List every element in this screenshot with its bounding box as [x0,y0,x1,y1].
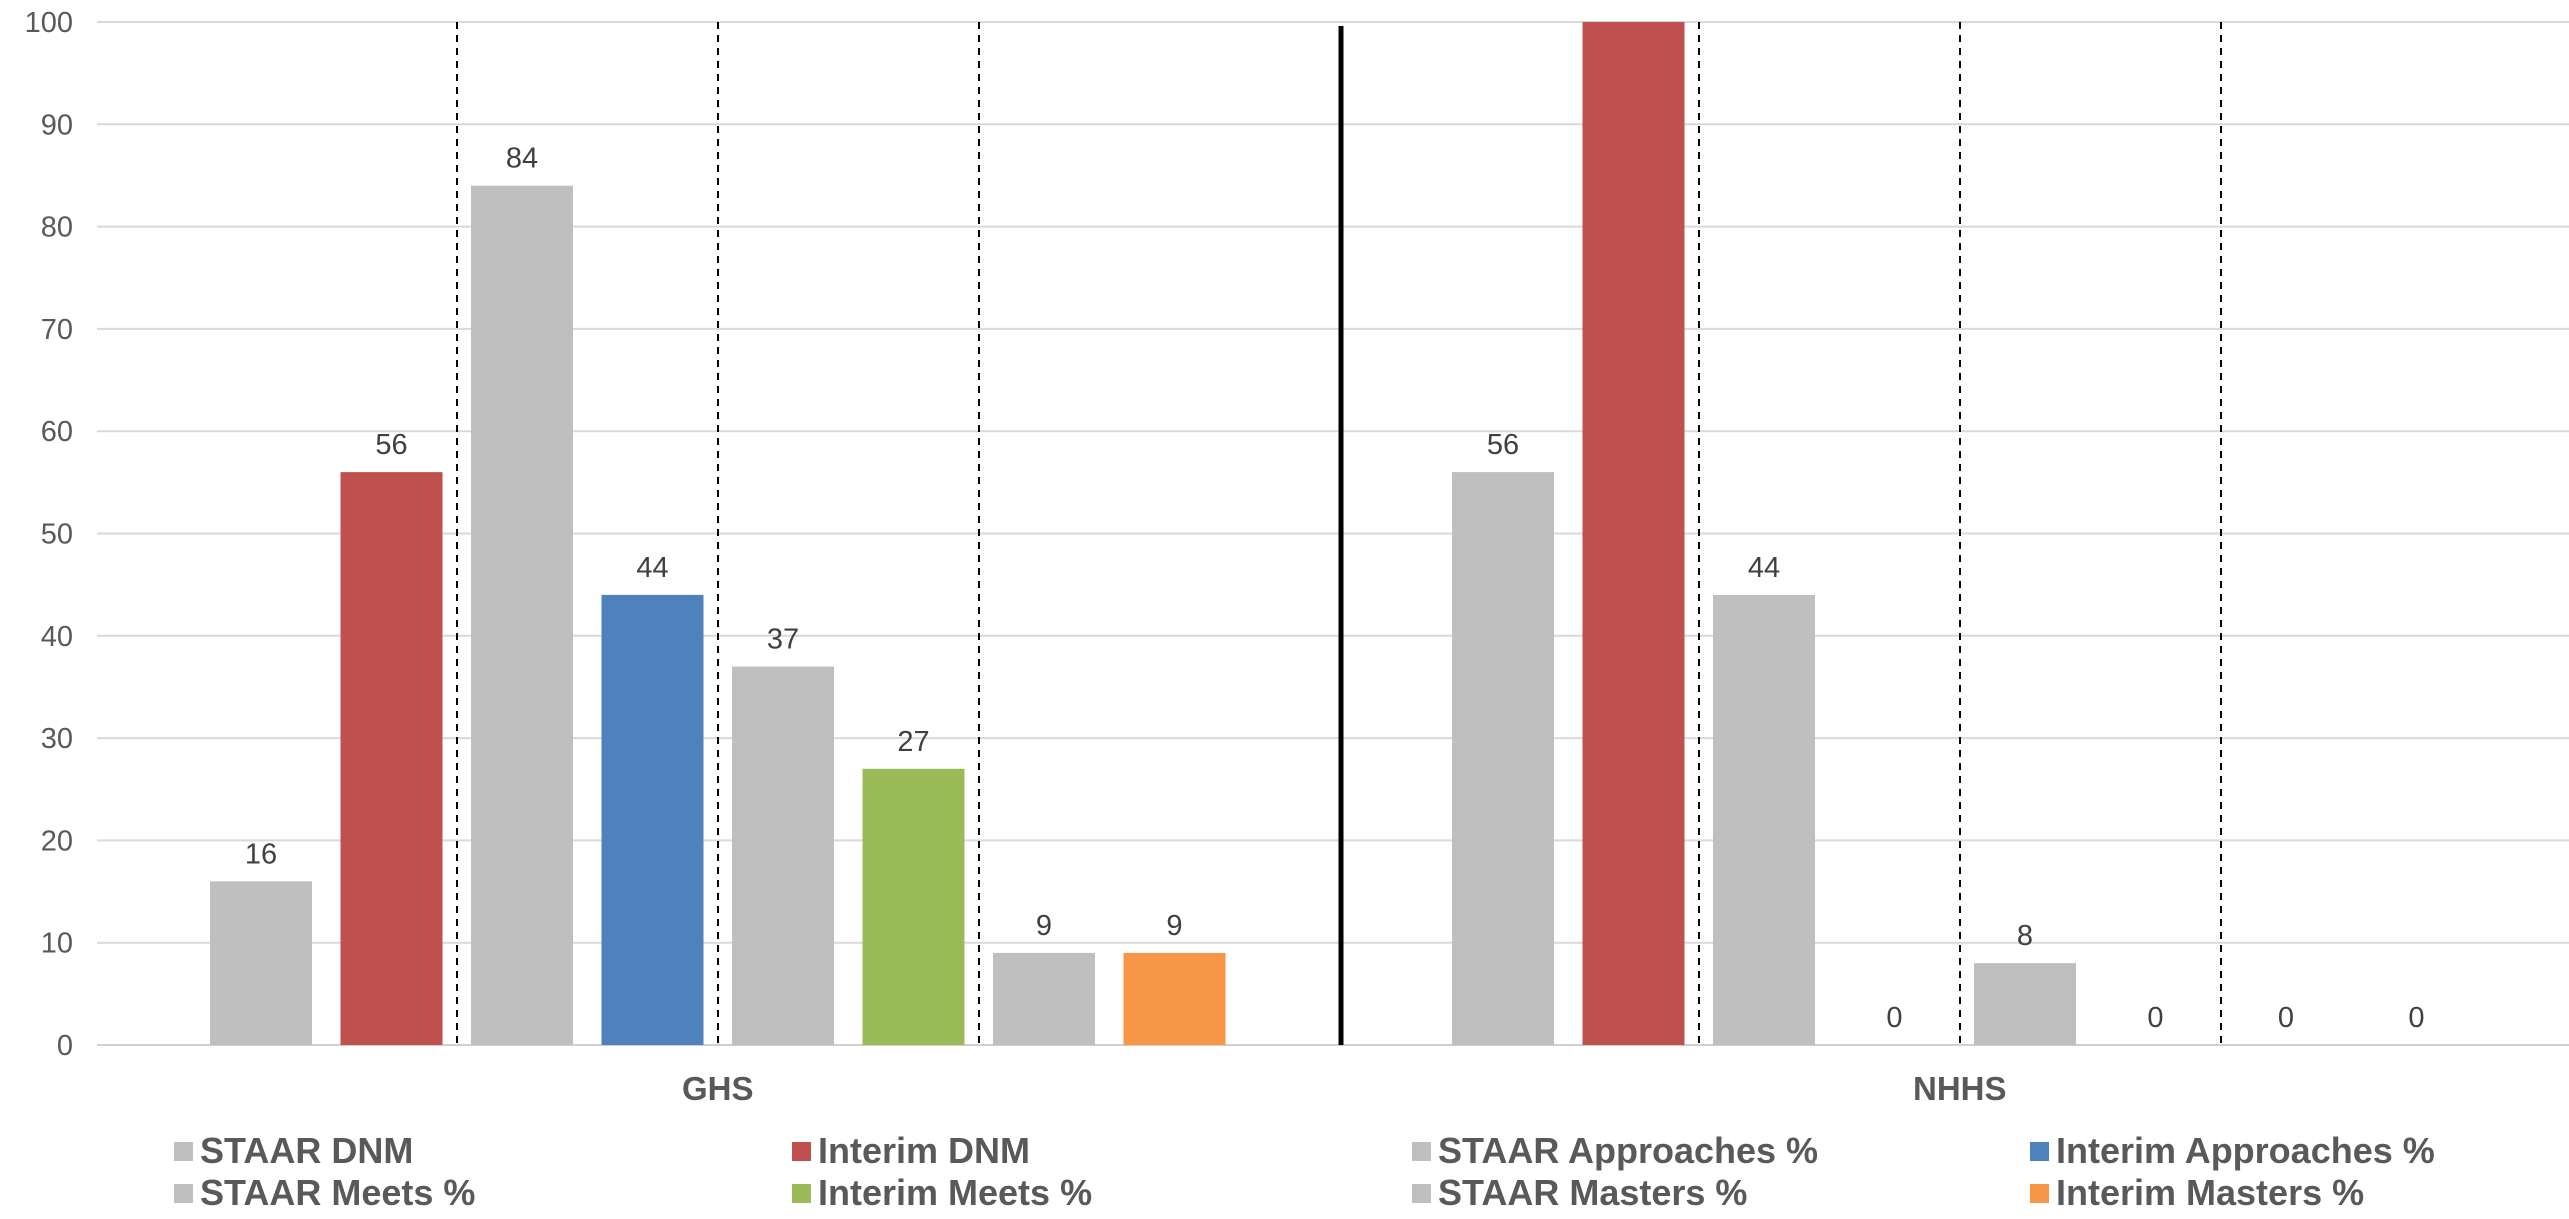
bar [1713,594,1815,1045]
data-label: 16 [245,838,277,870]
legend-swatch [2030,1141,2049,1161]
y-axis-ticks: 0 10 20 30 40 50 60 70 80 90 100 [25,7,73,1062]
legend-item: Interim Masters % [2030,1172,2364,1214]
data-label: 56 [1487,429,1519,461]
data-labels: 16 56 84 44 37 27 9 9 56 44 0 8 0 0 0 [245,143,2425,1034]
y-tick-label: 70 [41,314,73,346]
y-tick-label: 60 [41,416,73,448]
bars [210,22,2076,1045]
data-label: 44 [1748,552,1780,584]
bar [210,881,312,1045]
legend-item: STAAR Masters % [1412,1172,1747,1214]
y-tick-label: 30 [41,723,73,755]
legend-swatch [1412,1141,1431,1161]
legend-label: STAAR DNM [200,1130,414,1171]
data-label: 37 [767,623,799,655]
legend-item: STAAR Approaches % [1412,1130,1818,1172]
y-tick-label: 90 [41,109,73,141]
legend-item: Interim Approaches % [2030,1130,2435,1172]
bar [862,768,965,1045]
legend-label: Interim Masters % [2056,1172,2365,1213]
data-label: 0 [2278,1002,2294,1034]
group-separators [456,22,2222,1045]
category-labels: GHS NHHS [682,1070,2007,1107]
legend-swatch [1412,1183,1431,1203]
data-label: 44 [636,552,668,584]
bar [340,472,443,1045]
data-label: 56 [375,429,407,461]
legend-swatch [792,1141,811,1161]
data-label: 84 [506,143,538,175]
data-label: 0 [1886,1002,1902,1034]
data-label: 0 [2408,1002,2424,1034]
legend-item: STAAR Meets % [174,1172,475,1214]
y-tick-label: 100 [25,7,73,39]
category-label: NHHS [1913,1070,2007,1107]
bar [993,952,1095,1045]
legend-label: STAAR Meets % [200,1172,476,1213]
legend-swatch [792,1183,811,1203]
y-tick-label: 50 [41,519,73,551]
bar [1582,22,1685,1045]
bar [1452,472,1554,1045]
legend-item: Interim DNM [792,1130,1030,1172]
legend-label: Interim Approaches % [2056,1130,2435,1171]
data-label: 9 [1166,910,1182,942]
legend-label: Interim DNM [818,1130,1031,1171]
y-tick-label: 10 [41,928,73,960]
legend-label: STAAR Approaches % [1438,1130,1819,1171]
bar [601,594,704,1045]
data-label: 27 [897,726,929,758]
legend-item: Interim Meets % [792,1172,1092,1214]
legend-label: STAAR Masters % [1438,1172,1748,1213]
gridlines [97,21,2569,1046]
bar [1123,952,1226,1045]
legend-item: STAAR DNM [174,1130,413,1172]
legend-label: Interim Meets % [818,1172,1093,1213]
data-label: 0 [2147,1002,2163,1034]
y-tick-label: 40 [41,621,73,653]
y-tick-label: 80 [41,212,73,244]
category-label: GHS [682,1070,754,1107]
data-label: 9 [1036,910,1052,942]
legend-swatch [2030,1183,2049,1203]
y-tick-label: 20 [41,825,73,857]
legend-swatch [174,1183,193,1203]
y-tick-label: 0 [57,1030,73,1062]
data-label: 8 [2017,920,2033,952]
bar [471,185,573,1045]
bar [732,666,834,1045]
bar [1974,963,2076,1045]
legend-swatch [174,1141,193,1161]
